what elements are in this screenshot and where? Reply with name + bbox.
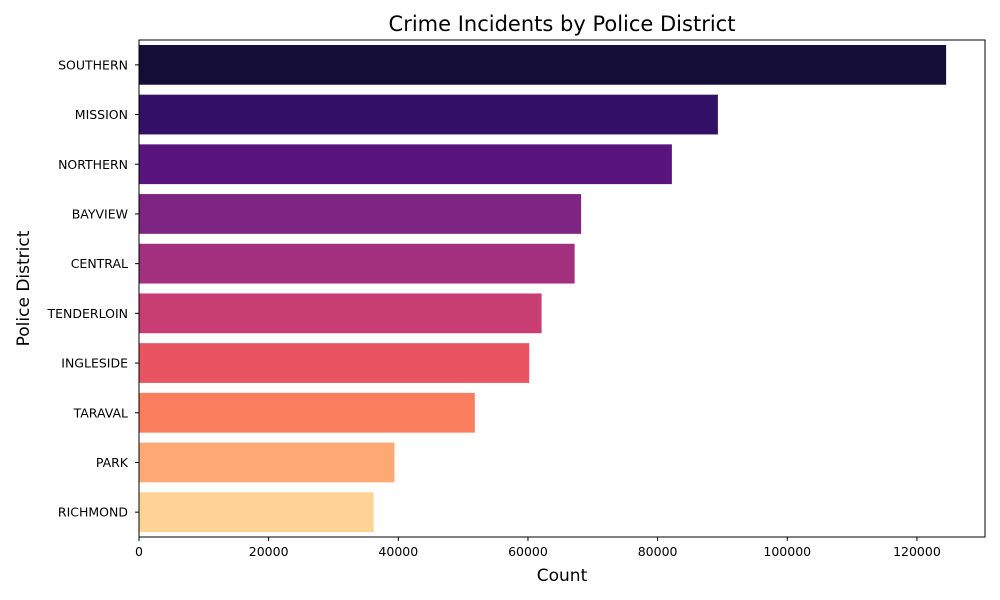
plot-frame (138, 39, 986, 538)
y-tick-label: CENTRAL (71, 256, 128, 271)
y-tick-label: TENDERLOIN (47, 306, 129, 321)
x-tick-label: 120000 (893, 544, 941, 559)
x-tick-label: 100000 (763, 544, 811, 559)
x-tick-label: 60000 (508, 544, 548, 559)
bar-bayview (139, 194, 582, 234)
bar-northern (139, 144, 672, 185)
bar-southern (139, 44, 947, 85)
bar-mission (139, 94, 718, 135)
y-tick-label: MISSION (75, 107, 128, 122)
x-tick-label: 20000 (249, 544, 289, 559)
x-tick-label: 80000 (638, 544, 678, 559)
y-tick-label: TARAVAL (73, 405, 128, 420)
y-tick-label: INGLESIDE (61, 356, 128, 371)
y-tick-label: PARK (96, 455, 129, 470)
x-axis-ticks: 0 20000 40000 60000 80000 100000 120000 (135, 537, 941, 559)
y-tick-label: NORTHERN (58, 157, 128, 172)
chart-title: Crime Incidents by Police District (389, 12, 736, 36)
y-axis-title: Police District (14, 230, 34, 346)
y-tick-label: BAYVIEW (72, 206, 128, 221)
bar-ingleside (139, 343, 530, 383)
y-tick-label: RICHMOND (58, 505, 128, 520)
x-tick-label: 40000 (378, 544, 418, 559)
bar-park (139, 442, 395, 483)
bars-group (139, 44, 947, 533)
bar-taraval (139, 392, 475, 433)
x-tick-label: 0 (135, 544, 143, 559)
bar-central (139, 243, 575, 284)
bar-richmond (139, 492, 374, 533)
bar-tenderloin (139, 293, 542, 334)
y-axis-ticks: SOUTHERN MISSION NORTHERN BAYVIEW CENTRAL TEN… (47, 57, 139, 520)
y-tick-label: SOUTHERN (58, 57, 128, 72)
x-axis-title: Count (537, 566, 588, 586)
